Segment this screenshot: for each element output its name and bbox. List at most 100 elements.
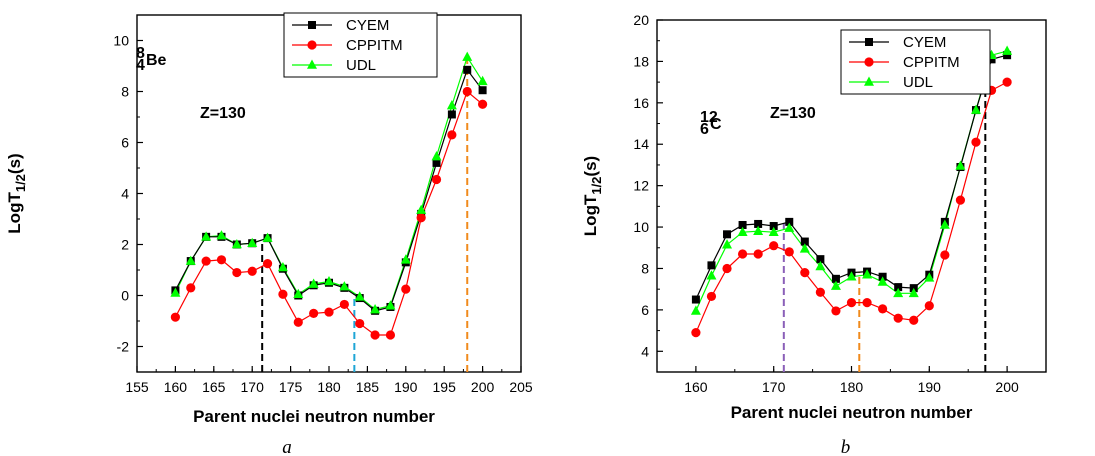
x-tick-label: 165 [202, 379, 226, 395]
y-axis-label-subscript: 1/2 [589, 177, 604, 195]
data-point-cppitm [862, 298, 872, 308]
data-point-cppitm [769, 241, 779, 251]
legend-marker-udl [307, 59, 317, 69]
x-tick-label: 160 [164, 379, 188, 395]
x-tick-label: 180 [317, 379, 341, 395]
y-tick-label: 10 [113, 33, 129, 49]
data-point-cyem [816, 255, 825, 264]
data-point-udl [753, 225, 764, 235]
data-point-cyem [463, 65, 472, 74]
data-point-cyem [987, 55, 996, 64]
data-point-cppitm [309, 308, 319, 318]
y-tick-label: 10 [633, 219, 649, 235]
data-point-udl [339, 281, 350, 291]
data-point-udl [185, 255, 196, 265]
data-point-cppitm [401, 284, 411, 294]
y-axis-label-unit: (s) [581, 156, 600, 177]
x-tick-label: 195 [433, 379, 457, 395]
legend: CYEM CPPITM UDL [840, 29, 991, 95]
data-point-cppitm [909, 315, 919, 325]
data-point-cppitm [201, 256, 211, 266]
data-point-cyem [769, 222, 778, 231]
data-point-cyem [800, 237, 809, 246]
data-point-cppitm [324, 307, 334, 317]
data-point-udl [690, 305, 701, 315]
data-point-cppitm [355, 318, 365, 329]
data-point-cppitm [691, 328, 701, 338]
data-point-cppitm [293, 317, 303, 327]
legend: CYEM CPPITM UDL [283, 12, 438, 78]
data-point-udl [477, 75, 488, 86]
data-point-udl [370, 304, 381, 314]
legend-label-cppitm: CPPITM [346, 37, 403, 54]
data-point-udl [277, 261, 288, 272]
y-axis-label: LogT1/2(s) [5, 153, 28, 233]
data-point-cppitm [784, 247, 794, 257]
legend-label-cyem: CYEM [903, 34, 946, 51]
data-point-udl [308, 278, 319, 288]
data-point-cppitm [232, 267, 242, 278]
nucleus-mass-number: 12 [700, 109, 718, 126]
y-tick-label: 18 [633, 53, 649, 69]
x-tick-label: 200 [995, 379, 1019, 395]
data-point-udl [400, 254, 411, 264]
data-point-udl [768, 226, 779, 237]
legend-marker-cppitm [864, 57, 874, 67]
data-point-cppitm [186, 283, 196, 293]
data-point-cppitm [247, 266, 257, 276]
y-axis-label-unit: (s) [5, 153, 24, 174]
data-point-cppitm [815, 287, 825, 297]
x-tick-label: 170 [241, 379, 265, 395]
data-point-cppitm [431, 174, 442, 185]
y-tick-label: 16 [633, 95, 649, 111]
data-point-udl [201, 231, 212, 241]
legend-label-udl: UDL [903, 74, 933, 91]
y-tick-label: 6 [121, 135, 129, 151]
data-point-cppitm [878, 304, 888, 314]
data-point-udl [737, 226, 748, 237]
data-point-cppitm [971, 137, 981, 147]
data-point-cppitm [753, 249, 763, 259]
x-tick-label: 200 [471, 379, 495, 395]
data-point-udl [446, 100, 457, 110]
y-tick-label: 14 [633, 136, 649, 152]
data-point-cppitm [278, 289, 288, 299]
data-point-cppitm [722, 263, 732, 274]
y-tick-label: -2 [117, 339, 130, 355]
data-point-cppitm [955, 195, 966, 205]
y-tick-label: 4 [121, 186, 129, 202]
data-point-udl [799, 243, 810, 253]
legend-marker-cyem [865, 38, 873, 46]
data-point-udl [970, 104, 981, 114]
data-point-cppitm [339, 299, 349, 310]
data-point-cppitm [170, 312, 180, 322]
data-point-udl [862, 269, 873, 279]
data-point-cppitm [831, 306, 841, 316]
data-point-cyem [691, 295, 700, 304]
data-point-udl [846, 271, 857, 281]
data-point-cppitm [370, 330, 380, 340]
y-axis-label: LogT1/2(s) [581, 156, 604, 236]
data-point-cppitm [385, 330, 396, 340]
x-tick-label: 190 [918, 379, 942, 395]
x-axis-label: Parent nuclei neutron number [193, 407, 435, 426]
data-point-udl [722, 239, 733, 249]
data-point-cppitm [846, 298, 857, 308]
data-point-cppitm [706, 291, 717, 302]
legend-marker-cyem [308, 21, 316, 29]
x-tick-label: 205 [509, 379, 533, 395]
y-axis-label-subscript: 1/2 [13, 174, 28, 192]
data-point-cppitm [478, 99, 488, 109]
data-point-cyem [1003, 51, 1012, 60]
data-point-cppitm [262, 259, 273, 269]
data-point-cyem [738, 220, 747, 229]
y-tick-label: 0 [121, 288, 129, 304]
data-point-udl [939, 219, 950, 229]
data-point-udl [416, 204, 427, 214]
x-tick-label: 175 [279, 379, 303, 395]
panel-caption: a [282, 437, 292, 456]
data-point-cyem [478, 86, 487, 95]
y-axis-label-main: LogT [5, 192, 24, 234]
y-tick-label: 8 [121, 84, 129, 100]
data-point-cppitm [416, 213, 426, 223]
